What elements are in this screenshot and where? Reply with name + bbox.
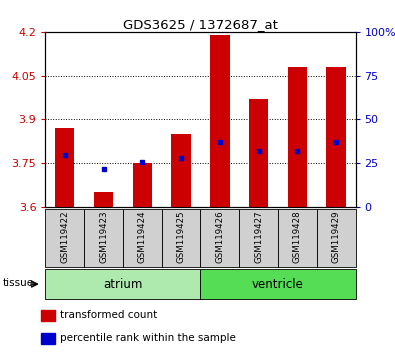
Bar xyxy=(45,269,200,299)
Bar xyxy=(94,193,113,207)
Text: GSM119427: GSM119427 xyxy=(254,211,263,263)
Bar xyxy=(55,128,75,207)
Bar xyxy=(171,134,191,207)
Bar xyxy=(278,209,317,267)
Bar xyxy=(249,99,268,207)
Text: GSM119428: GSM119428 xyxy=(293,211,302,263)
Bar xyxy=(288,67,307,207)
Text: percentile rank within the sample: percentile rank within the sample xyxy=(60,333,236,343)
Text: GSM119425: GSM119425 xyxy=(177,211,186,263)
Bar xyxy=(123,209,162,267)
Bar xyxy=(41,310,55,321)
Text: transformed count: transformed count xyxy=(60,310,158,320)
Bar xyxy=(326,67,346,207)
Text: atrium: atrium xyxy=(103,278,143,291)
Bar xyxy=(210,35,229,207)
Text: ventricle: ventricle xyxy=(252,278,304,291)
Title: GDS3625 / 1372687_at: GDS3625 / 1372687_at xyxy=(123,18,278,31)
Text: tissue: tissue xyxy=(2,278,34,287)
Text: GSM119429: GSM119429 xyxy=(332,211,340,263)
Bar xyxy=(162,209,201,267)
Bar xyxy=(201,269,356,299)
Bar xyxy=(45,209,84,267)
Text: GSM119423: GSM119423 xyxy=(99,211,108,263)
Text: GSM119424: GSM119424 xyxy=(138,211,147,263)
Text: GSM119426: GSM119426 xyxy=(215,211,224,263)
Bar xyxy=(41,333,55,343)
Bar xyxy=(84,209,123,267)
Bar xyxy=(201,209,239,267)
Bar xyxy=(239,209,278,267)
Bar xyxy=(133,163,152,207)
Text: GSM119422: GSM119422 xyxy=(60,211,69,263)
Bar xyxy=(317,209,356,267)
